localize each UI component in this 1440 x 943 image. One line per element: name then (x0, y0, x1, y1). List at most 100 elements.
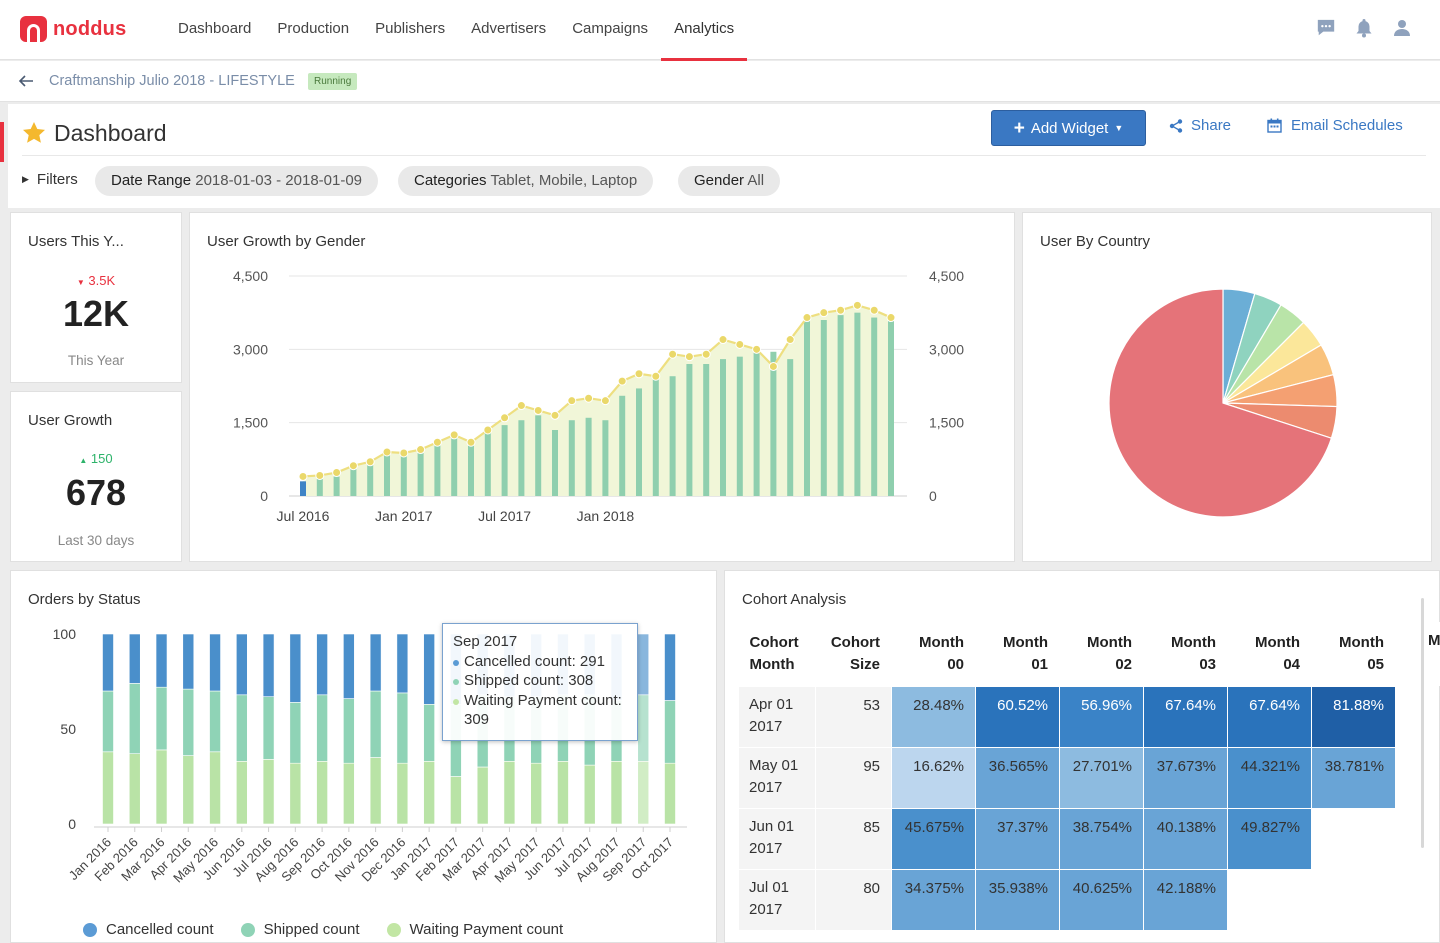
order-bar-segment (102, 633, 114, 692)
growth-bar (736, 356, 743, 496)
dashboard-header: Dashboard + Add Widget ▼ Share Email Sch… (8, 104, 1440, 208)
order-bar-segment (236, 761, 248, 825)
card-title: User Growth by Gender (207, 233, 366, 250)
cohort-value-cell: 56.96% (1059, 685, 1144, 748)
filter-chip-date-range[interactable]: Date Range 2018-01-03 - 2018-01-09 (95, 166, 379, 196)
order-bar-segment (289, 633, 302, 703)
back-arrow-icon[interactable] (18, 73, 34, 94)
cohort-month-cell: Jun 01 2017 (738, 807, 816, 870)
filters-toggle[interactable]: ▶ Filters (22, 171, 78, 188)
pie-slice (1108, 288, 1333, 518)
order-bar-segment (289, 702, 302, 764)
legend-item-shipped[interactable]: Shipped count (240, 921, 360, 938)
card-title: Cohort Analysis (742, 591, 847, 608)
campaign-title[interactable]: Craftmanship Julio 2018 - LIFESTYLE (49, 73, 295, 89)
filters-label: Filters (36, 171, 78, 188)
nav-item-publishers[interactable]: Publishers (375, 20, 446, 37)
order-bar-segment (476, 766, 489, 825)
legend-item-waiting[interactable]: Waiting Payment count (386, 921, 563, 938)
growth-point (718, 335, 728, 345)
growth-bar (619, 395, 626, 496)
nav-item-production[interactable]: Production (277, 20, 350, 37)
growth-bar (585, 417, 592, 496)
series-dot (453, 659, 459, 666)
x-tick-label: Jul 2016 (277, 508, 330, 524)
header-divider (22, 155, 1426, 156)
growth-point (735, 339, 745, 349)
order-bar-segment (396, 633, 409, 694)
kpi-card-users-this-year[interactable]: Users This Y... ▼ 3.5K 12K This Year (10, 212, 182, 383)
chat-icon[interactable] (1316, 18, 1336, 38)
order-bar-segment (423, 761, 435, 825)
nav-item-analytics[interactable]: Analytics (661, 0, 748, 61)
order-bar-segment (369, 690, 382, 758)
filter-chip-gender[interactable]: Gender All (678, 166, 781, 196)
kpi-delta-value: 150 (90, 451, 113, 466)
nav-item-dashboard[interactable]: Dashboard (178, 20, 252, 37)
growth-point (483, 425, 493, 435)
tooltip-row-label: Cancelled count: 291 (464, 652, 605, 670)
legend-dot (240, 922, 255, 937)
user-icon[interactable] (1392, 18, 1412, 38)
growth-point (701, 349, 711, 359)
order-bar-segment (664, 700, 676, 764)
growth-bar (300, 481, 306, 496)
order-bar-segment (209, 633, 221, 692)
bell-icon[interactable] (1354, 18, 1374, 38)
growth-point (533, 405, 543, 415)
cohort-table-viewport[interactable]: Cohort Month Cohort Size Month 00 Month … (738, 622, 1440, 943)
hover-highlight (635, 634, 652, 824)
growth-bar (350, 466, 357, 496)
order-bar-segment (316, 694, 328, 762)
kpi-card-user-growth[interactable]: User Growth ▲ 150 678 Last 30 days (10, 391, 182, 562)
email-schedules-label: Email Schedules (1291, 117, 1403, 134)
filter-key: Gender (694, 172, 745, 189)
y-tick-label-left: 1,500 (233, 415, 268, 431)
y-tick-label: 100 (53, 626, 77, 642)
filter-chip-categories[interactable]: Categories Tablet, Mobile, Laptop (398, 166, 654, 196)
y-tick-label-right: 0 (929, 488, 937, 504)
growth-point (298, 471, 308, 481)
growth-point (466, 437, 476, 447)
favorite-star-icon[interactable] (22, 121, 46, 149)
growth-point (852, 300, 862, 310)
cohort-value-cell: 28.48% (891, 685, 976, 748)
order-bar-segment (343, 762, 355, 825)
order-bar-segment (209, 690, 221, 753)
share-button[interactable]: Share (1169, 117, 1231, 134)
y-tick-label: 0 (68, 816, 76, 832)
order-bar-segment (209, 751, 221, 825)
add-widget-button[interactable]: + Add Widget ▼ (991, 110, 1146, 146)
cohort-header-row: Cohort Month Cohort Size Month 00 Month … (738, 622, 1396, 686)
cohort-value-cell: 35.938% (975, 868, 1060, 931)
nav-item-campaigns[interactable]: Campaigns (572, 20, 649, 37)
cohort-table: Cohort Month Cohort Size Month 00 Month … (738, 622, 1396, 931)
order-bar-segment (182, 755, 195, 825)
cohort-value-cell: 67.64% (1143, 685, 1228, 748)
x-tick-label: Jan 2018 (577, 508, 635, 524)
order-bar-segment (236, 694, 248, 762)
brand-logo[interactable]: noddus (20, 16, 126, 42)
growth-bar (837, 315, 844, 496)
legend-label: Shipped count (263, 921, 360, 938)
email-schedules-button[interactable]: Email Schedules (1267, 117, 1403, 134)
cohort-value-cell: 34.375% (891, 868, 976, 931)
growth-bar (804, 320, 810, 496)
order-bar-segment (423, 633, 435, 705)
growth-bar (501, 425, 508, 496)
card-title: Orders by Status (28, 591, 141, 608)
plus-icon: + (1013, 117, 1025, 139)
growth-point (886, 313, 896, 323)
nav-item-advertisers[interactable]: Advertisers (471, 20, 547, 37)
growth-bar (434, 444, 441, 496)
vertical-scrollbar[interactable] (1421, 598, 1424, 848)
order-bar-segment (289, 762, 302, 825)
cohort-month-cell: May 01 2017 (738, 746, 816, 809)
tooltip-row-waiting: Waiting Payment count: 309 (453, 691, 627, 730)
cohort-value-cell: 27.701% (1059, 746, 1144, 809)
cohort-value-cell: 49.827% (1227, 807, 1312, 870)
growth-bar (384, 452, 390, 496)
legend-item-cancelled[interactable]: Cancelled count (83, 921, 214, 938)
growth-bar (316, 478, 323, 496)
